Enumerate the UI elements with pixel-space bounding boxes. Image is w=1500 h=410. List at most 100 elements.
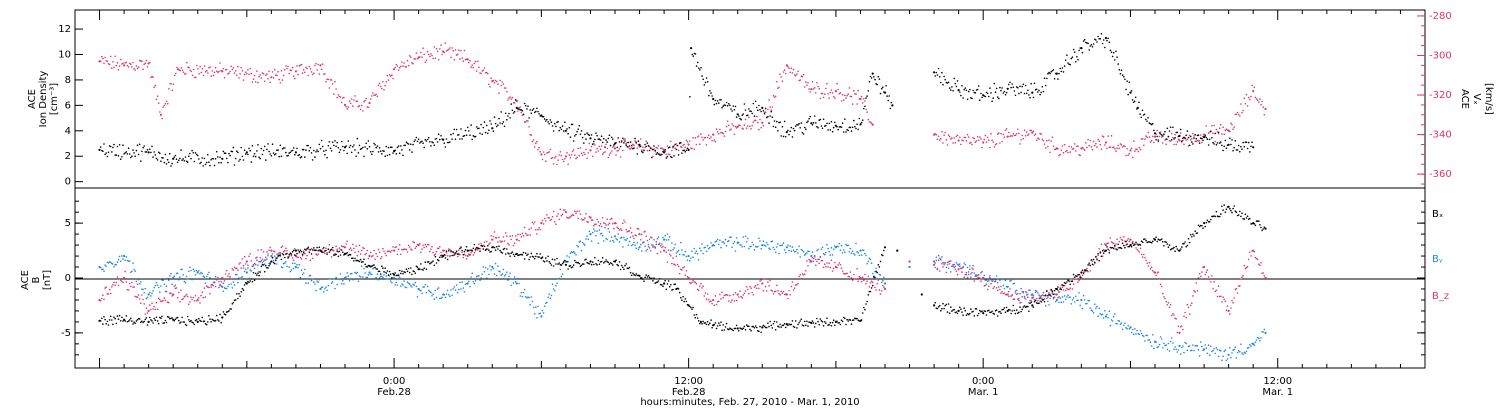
bz-sample [538, 227, 540, 229]
vx-sample [492, 79, 495, 82]
vx-sample [530, 134, 533, 136]
y2-tick-label: -300 [1429, 50, 1452, 61]
vx-sample [402, 65, 404, 67]
ion-density-sample [290, 150, 293, 152]
by-sample [570, 250, 573, 253]
by-sample [265, 259, 267, 261]
by-sample [435, 296, 438, 299]
bx-sample [680, 296, 682, 299]
ion-density-sample [654, 149, 656, 152]
bx-sample [796, 327, 798, 329]
vx-sample [1262, 106, 1264, 108]
bx-sample [453, 254, 456, 256]
vx-sample [1185, 139, 1187, 141]
bx-sample [308, 251, 311, 253]
by-sample [1098, 307, 1100, 310]
by-sample [519, 295, 521, 297]
vx-sample [758, 128, 760, 131]
bz-sample [879, 293, 882, 295]
vx-sample [971, 143, 973, 146]
bz-sample [480, 242, 482, 245]
bz-sample [790, 285, 793, 288]
by-sample [1060, 301, 1063, 304]
bx-point [736, 327, 739, 330]
vx-sample [532, 139, 535, 141]
bx-sample [509, 255, 511, 257]
bx-sample [666, 283, 669, 285]
by-sample [847, 244, 849, 246]
bz-sample [211, 283, 213, 286]
by-sample [233, 284, 236, 286]
vx-sample [700, 133, 702, 135]
by-sample [606, 238, 608, 241]
ion-density-sample [1162, 135, 1164, 137]
ion-density-sample [750, 110, 752, 113]
bx-sample [612, 264, 614, 266]
by-sample [205, 275, 208, 278]
ion-density-sample [1149, 122, 1152, 125]
vx-sample [212, 74, 215, 77]
ion-density-sample [531, 109, 534, 111]
vx-sample [1144, 138, 1146, 140]
bz-sample [140, 302, 142, 305]
by-sample [808, 250, 810, 253]
bx-sample [290, 253, 293, 255]
bz-sample [683, 266, 685, 268]
ion-density-sample [1217, 131, 1220, 134]
bz-sample [288, 255, 291, 258]
ion-density-sample [1059, 67, 1061, 70]
bz-sample [152, 308, 154, 310]
vx-sample [406, 59, 409, 62]
bz-sample [277, 253, 279, 255]
ion-density-sample [1025, 92, 1028, 95]
bx-sample [101, 317, 103, 320]
ion-density-sample [1153, 129, 1155, 132]
vx-sample [729, 129, 731, 131]
vx-sample [284, 69, 286, 71]
bz-sample [560, 214, 563, 217]
bz-sample [729, 294, 731, 297]
ion-density-sample [254, 155, 257, 158]
ion-density-sample [132, 149, 134, 151]
ion-density-sample [1096, 41, 1098, 43]
bz-sample [375, 252, 378, 255]
ion-density-sample [1229, 137, 1231, 140]
by-sample [556, 282, 558, 285]
bz-sample [707, 298, 710, 301]
ion-density-sample [672, 145, 674, 148]
vx-sample [135, 65, 138, 67]
by-sample [811, 251, 814, 253]
vx-sample [954, 141, 957, 144]
by-sample [765, 241, 768, 244]
bz-sample [1259, 264, 1261, 267]
bz-sample [555, 223, 557, 225]
bz-point [638, 233, 641, 236]
bz-point [859, 276, 862, 280]
bx-sample [813, 326, 816, 328]
ion-density-sample [956, 80, 959, 82]
vx-sample [1051, 136, 1054, 138]
bz-sample [149, 304, 151, 306]
vx-sample [734, 125, 737, 128]
bz-sample [169, 292, 171, 294]
by-sample [134, 270, 136, 272]
by-sample [685, 255, 688, 258]
ion-density-sample [238, 160, 240, 162]
by-sample [1096, 305, 1098, 308]
bz-sample [301, 254, 304, 257]
vx-sample [661, 147, 663, 149]
bx-sample [876, 271, 878, 274]
ion-density-sample [1250, 145, 1252, 148]
bx-sample [977, 312, 980, 315]
by-sample [169, 275, 171, 277]
bx-sample [953, 308, 955, 311]
vx-point [1178, 139, 1181, 142]
by-sample [996, 281, 999, 284]
bz-sample [1226, 305, 1229, 307]
vx-sample [503, 87, 506, 89]
bz-sample [702, 285, 704, 287]
by-sample [739, 244, 741, 246]
bz-point [1264, 276, 1267, 280]
vx-sample [644, 146, 646, 149]
ion-density-sample [703, 84, 706, 86]
